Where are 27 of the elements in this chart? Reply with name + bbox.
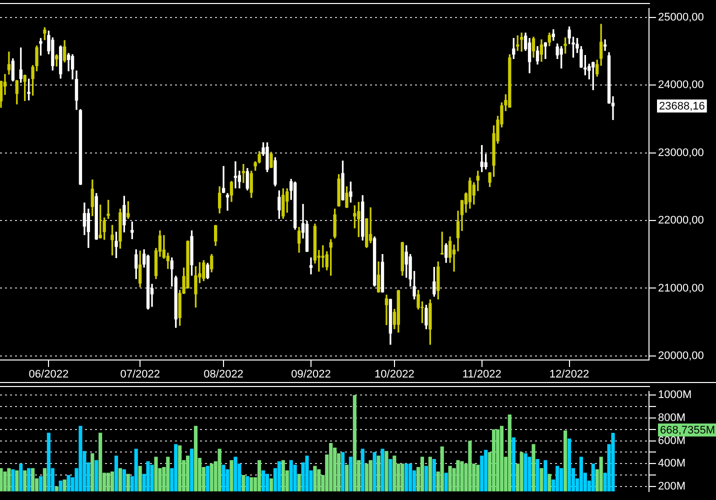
candlestick (222, 166, 226, 194)
candlestick (234, 161, 238, 188)
candlestick (384, 294, 388, 326)
text: 668,7355M (660, 424, 716, 437)
x-tick-label: 11/2022 (462, 368, 502, 381)
x-tick-label: 09/2022 (291, 368, 331, 381)
x-tick-label: 07/2022 (120, 368, 160, 381)
y-tick-label: 20000,00 (658, 350, 704, 362)
y-tick-label: 24000,00 (658, 79, 704, 92)
y-tick-label: 25000,00 (658, 11, 704, 24)
candlestick (603, 39, 607, 51)
candlestick (309, 257, 313, 274)
x-tick-label: 12/2022 (549, 368, 590, 381)
x-tick-label: 06/2022 (28, 368, 69, 381)
y-tick-label: 1000M (658, 389, 692, 402)
candlestick (544, 42, 548, 60)
y-tick-label: 22000,00 (658, 214, 704, 227)
text: 23688,16 (659, 100, 705, 113)
y-tick-label: 800M (658, 412, 686, 424)
x-tick-label: 10/2022 (374, 368, 414, 381)
y-tick-label: 600M (658, 434, 686, 447)
y-tick-label: 200M (658, 480, 686, 492)
x-tick-label: 08/2022 (204, 368, 244, 381)
y-tick-label: 23000,00 (658, 146, 704, 159)
candlestick (368, 207, 372, 244)
y-tick-label: 21000,00 (658, 282, 704, 294)
y-tick-label: 400M (658, 458, 686, 470)
